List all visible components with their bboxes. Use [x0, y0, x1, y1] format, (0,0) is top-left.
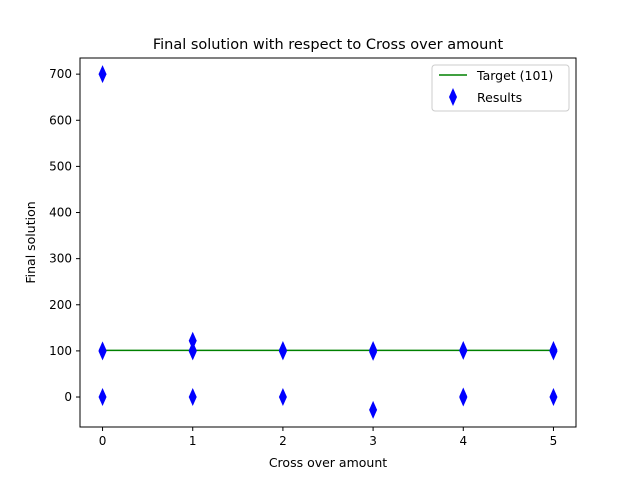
result-point	[98, 342, 107, 361]
result-point	[369, 342, 378, 361]
x-tick-label: 4	[459, 434, 467, 448]
y-tick-label: 200	[49, 298, 72, 312]
legend: Target (101) Results	[431, 64, 570, 112]
x-axis: 0 1 2 3 4 5	[99, 427, 558, 448]
x-tick-label: 0	[99, 434, 107, 448]
legend-box	[431, 64, 570, 112]
y-tick-label: 700	[49, 67, 72, 81]
x-tick-label: 5	[550, 434, 558, 448]
result-point	[459, 388, 468, 407]
y-tick-label: 300	[49, 252, 72, 266]
results-points-layer	[98, 65, 558, 419]
y-tick-label: 500	[49, 159, 72, 173]
plot-area	[79, 57, 577, 428]
result-point	[369, 400, 378, 419]
result-point	[278, 342, 287, 361]
result-point	[549, 388, 558, 407]
x-tick-label: 3	[369, 434, 377, 448]
y-tick-label: 100	[49, 344, 72, 358]
y-axis: 0 100 200 300 400 500 600 700	[49, 67, 80, 404]
chart-title: Final solution with respect to Cross ove…	[153, 37, 504, 53]
legend-results-label: Results	[477, 90, 522, 105]
result-point	[188, 331, 197, 350]
y-tick-label: 600	[49, 113, 72, 127]
y-axis-label: Final solution	[23, 201, 38, 283]
result-point	[459, 341, 468, 360]
result-point	[98, 65, 107, 84]
x-tick-label: 2	[279, 434, 287, 448]
result-point	[188, 388, 197, 407]
axes-frame	[79, 57, 577, 428]
legend-results-swatch	[449, 88, 457, 106]
result-point	[98, 388, 107, 407]
y-tick-label: 400	[49, 206, 72, 220]
y-tick-label: 0	[64, 390, 72, 404]
legend-target-label: Target (101)	[476, 68, 553, 83]
result-point	[278, 388, 287, 407]
result-point	[188, 342, 197, 361]
x-axis-label: Cross over amount	[269, 455, 387, 470]
x-tick-label: 1	[189, 434, 197, 448]
result-point	[549, 342, 558, 361]
